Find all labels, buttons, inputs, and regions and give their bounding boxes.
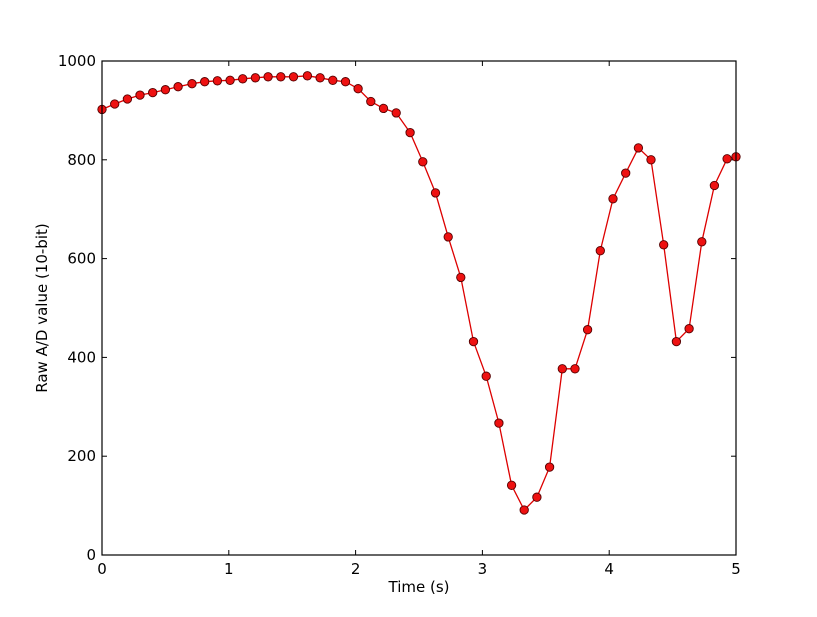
data-point <box>684 324 694 334</box>
data-point <box>582 325 593 335</box>
data-point <box>544 462 555 472</box>
data-point <box>722 154 732 164</box>
data-point <box>456 272 466 283</box>
y-tick-label: 800 <box>67 151 96 169</box>
data-point <box>557 364 567 374</box>
data-point <box>288 72 299 82</box>
y-tick-label: 200 <box>67 447 96 465</box>
x-tick-label: 0 <box>97 560 107 578</box>
x-tick-label: 4 <box>604 560 614 578</box>
data-point <box>315 73 325 83</box>
x-tick-labels: 0 1 2 3 4 5 <box>97 560 741 578</box>
data-point <box>353 84 363 94</box>
data-point <box>519 505 529 515</box>
data-point <box>250 73 261 83</box>
data-point <box>506 480 517 490</box>
data-point <box>263 72 273 82</box>
data-point <box>187 79 197 89</box>
x-tick-label: 5 <box>731 560 741 578</box>
y-axis-label: Raw A/D value (10-bit) <box>33 223 51 392</box>
axes-frame <box>101 60 737 556</box>
data-point <box>709 180 720 191</box>
data-point <box>671 336 682 347</box>
data-point <box>494 418 504 428</box>
data-point <box>481 371 491 381</box>
x-axis-label: Time (s) <box>388 578 450 596</box>
data-point <box>646 155 656 165</box>
data-point <box>633 143 644 153</box>
data-point <box>110 99 120 109</box>
data-point <box>135 90 145 100</box>
data-point <box>595 246 605 256</box>
y-tick-label: 400 <box>67 348 96 366</box>
y-tick-labels: 0 200 400 600 800 1000 <box>58 52 96 564</box>
data-point <box>621 168 631 178</box>
y-tick-label: 1000 <box>58 52 96 70</box>
data-point <box>225 75 235 85</box>
data-point <box>173 82 183 92</box>
data-point <box>659 240 669 250</box>
data-point <box>532 492 542 502</box>
data-point <box>391 108 401 118</box>
data-point <box>122 94 133 104</box>
x-tick-label: 3 <box>478 560 488 578</box>
data-point <box>697 237 707 247</box>
data-point <box>366 96 376 107</box>
data-point <box>200 77 210 87</box>
x-tick-label: 2 <box>351 560 361 578</box>
data-point <box>148 87 158 98</box>
data-point <box>608 194 618 204</box>
data-point <box>418 157 428 167</box>
data-point <box>212 76 223 86</box>
data-point <box>160 85 171 95</box>
data-point <box>570 364 580 374</box>
data-point <box>443 232 453 242</box>
data-point <box>328 75 338 85</box>
data-point <box>430 188 441 198</box>
data-point <box>405 127 415 138</box>
data-point <box>340 77 351 87</box>
plot-area <box>102 61 736 555</box>
y-tick-label: 0 <box>86 546 96 564</box>
x-tick-label: 1 <box>224 560 234 578</box>
data-point <box>302 71 313 81</box>
y-tick-label: 600 <box>67 250 96 268</box>
data-point <box>276 72 286 82</box>
data-point <box>468 336 479 347</box>
data-point <box>238 74 248 84</box>
data-point <box>378 103 389 114</box>
